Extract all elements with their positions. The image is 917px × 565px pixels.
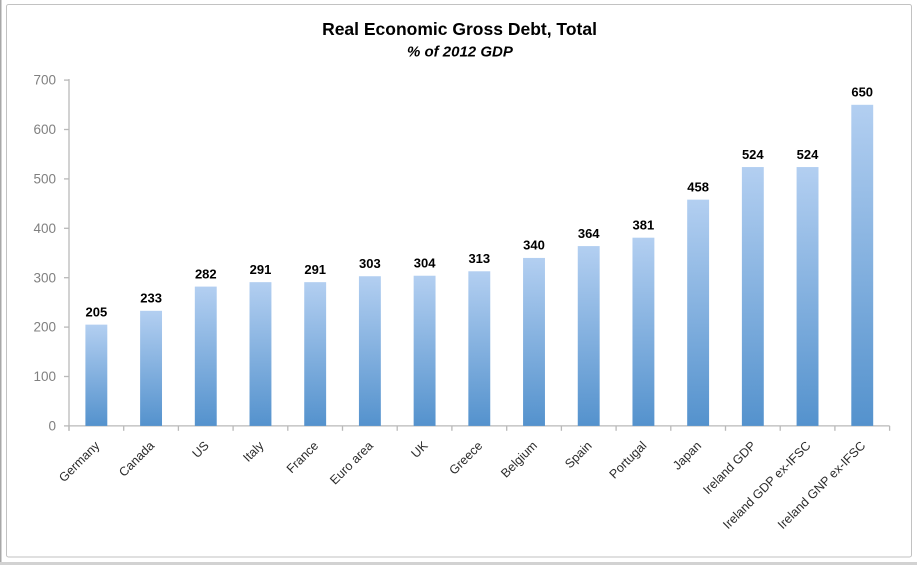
svg-text:400: 400 [33, 221, 56, 236]
svg-text:Real Economic Gross Debt, Tota: Real Economic Gross Debt, Total [322, 19, 597, 39]
svg-text:282: 282 [195, 266, 217, 281]
svg-text:650: 650 [851, 85, 873, 100]
svg-text:340: 340 [523, 238, 545, 253]
svg-text:458: 458 [687, 179, 709, 194]
svg-text:600: 600 [33, 122, 56, 137]
svg-text:0: 0 [48, 419, 56, 434]
svg-text:304: 304 [414, 256, 436, 271]
svg-text:364: 364 [578, 226, 600, 241]
svg-text:524: 524 [742, 147, 764, 162]
svg-text:291: 291 [250, 262, 272, 277]
svg-text:303: 303 [359, 256, 381, 271]
svg-text:205: 205 [86, 304, 108, 319]
svg-text:200: 200 [33, 320, 56, 335]
svg-text:500: 500 [33, 172, 56, 187]
svg-text:% of 2012 GDP: % of 2012 GDP [407, 44, 514, 61]
svg-text:300: 300 [33, 270, 56, 285]
svg-text:524: 524 [797, 147, 819, 162]
svg-text:291: 291 [304, 262, 326, 277]
svg-text:233: 233 [140, 291, 162, 306]
svg-text:100: 100 [33, 369, 56, 384]
svg-text:313: 313 [468, 251, 490, 266]
svg-text:381: 381 [633, 218, 655, 233]
svg-text:700: 700 [33, 73, 56, 88]
